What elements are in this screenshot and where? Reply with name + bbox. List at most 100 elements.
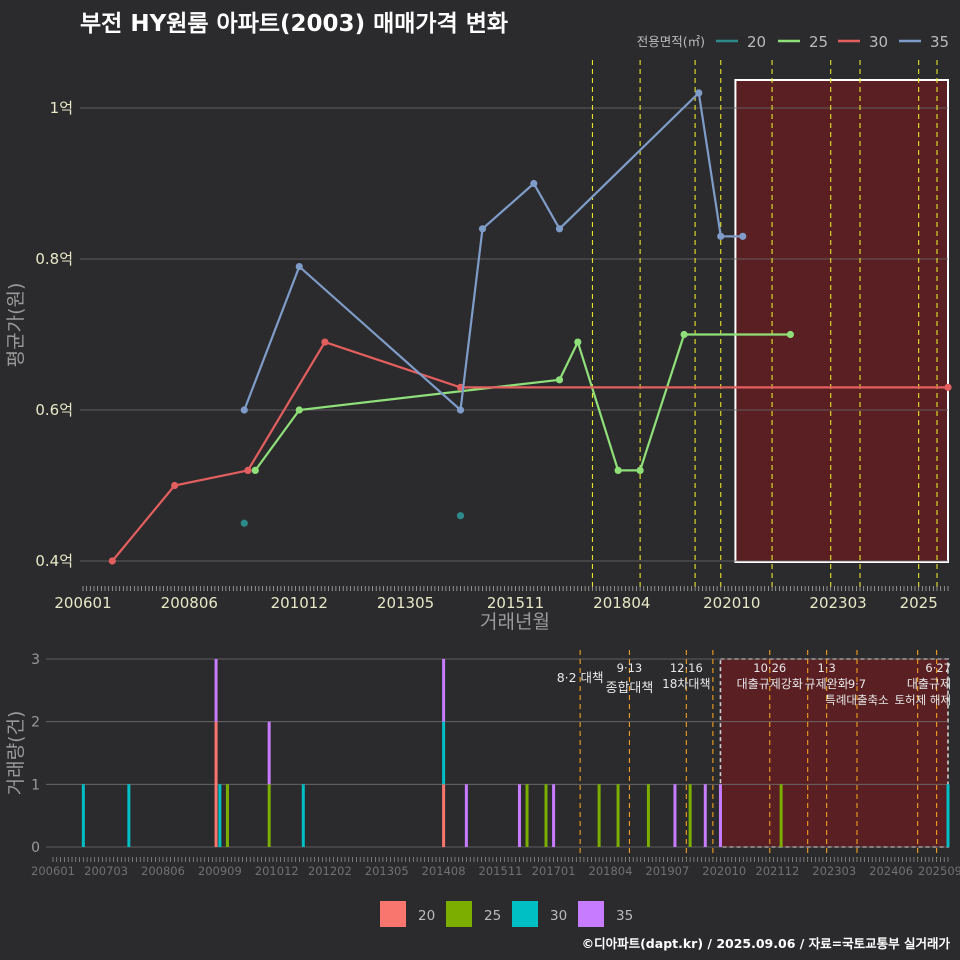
data-point-30 [321,338,329,346]
y-tick-label-bottom: 1 [31,777,40,793]
legend-label-35: 35 [930,33,949,51]
data-point-35 [530,179,538,188]
legend-label-bottom-20: 20 [418,908,435,924]
x-tick-label-bottom: 201804 [589,864,633,878]
bar-30 [946,784,950,847]
data-point-25 [574,338,582,346]
data-point-25 [295,406,303,414]
x-tick-label-top: 202010 [703,594,760,612]
data-point-25 [251,466,259,474]
data-point-30 [171,481,179,490]
x-tick-label-bottom: 200703 [84,864,128,878]
x-tick-label-bottom: 201202 [308,864,352,878]
x-tick-label-bottom: 200601 [31,864,75,878]
bar-30 [442,721,446,785]
bar-35 [552,784,556,847]
data-point-30 [108,557,116,565]
legend-top: 전용면적(㎡) 20 25 30 35 [637,33,949,51]
data-point-25 [786,330,794,339]
data-point-20 [456,512,465,520]
bar-35 [214,659,218,722]
data-point-35 [295,262,303,271]
bar-35 [442,659,446,722]
data-point-35 [695,89,703,97]
series-line-30 [111,340,948,562]
legend-label-bottom-35: 35 [616,908,633,924]
y-tick-label-top: 1억 [50,99,73,117]
bar-25 [544,784,548,847]
bar-20 [442,784,446,847]
data-point-25 [680,330,688,339]
data-point-35 [240,406,248,414]
data-point-35 [555,225,564,233]
x-tick-label-bottom: 202303 [812,864,856,878]
policy-label: 8·2 대책 [557,670,604,685]
x-tick-label-bottom: 201907 [645,864,689,878]
policy-label: 규제완화 [805,677,849,691]
bar-35 [464,784,468,847]
bar-25 [225,784,229,847]
data-point-35 [456,406,465,414]
bar-25 [646,784,650,847]
x-tick-label-bottom: 201701 [532,864,576,878]
x-tick-label-top: 2025 [900,594,938,612]
x-tick-label-bottom: 200806 [141,864,185,878]
data-point-35 [739,232,747,240]
x-tick-label-bottom: 202112 [755,864,799,878]
bar-25 [597,784,601,847]
data-point-25 [636,466,644,474]
x-tick-label-top: 201804 [593,594,650,612]
y-tick-label-bottom: 3 [31,652,40,668]
x-tick-label-bottom: 202509 [918,864,960,878]
highlight-range-top [734,79,950,563]
x-axis-title: 거래년월 [480,611,550,633]
legend-title: 전용면적(㎡) [637,34,705,49]
legend-label-bottom-30: 30 [550,908,567,924]
bar-25 [616,784,620,847]
y-axis-title-top: 평균가(원) [5,283,27,368]
data-point-25 [555,376,564,384]
y-tick-label-top: 0.4억 [35,552,73,570]
bar-30 [81,784,85,847]
credit-text: ©디아파트(dapt.kr) / 2025.09.06 / 자료=국토교통부 실… [581,936,950,951]
x-tick-label-top: 201012 [271,594,328,612]
data-point-25 [614,466,622,474]
policy-label: 12·16 [670,661,703,675]
legend-swatch-30 [512,901,538,927]
data-point-30 [244,466,252,474]
bar-35 [517,784,521,847]
data-point-20 [240,519,248,527]
policy-label: 종합대책 [606,681,654,696]
legend-bottom: 20 25 30 35 [380,901,633,927]
legend-label-30: 30 [869,33,888,51]
legend-label-bottom-25: 25 [484,908,501,924]
policy-label: 18차대책 [662,676,710,691]
bar-20 [214,721,218,847]
x-tick-label-top: 201511 [487,594,544,612]
bar-30 [218,784,222,847]
legend-label-25: 25 [809,33,828,51]
policy-label: 대출규제 [907,677,951,691]
legend-swatch-25 [446,901,472,927]
policy-label: 9·7 [848,677,866,691]
x-tick-label-bottom: 201012 [255,864,299,878]
policy-label: 대출규제강화 [737,677,803,691]
policy-label: 토허제 해제 [894,693,951,707]
bar-35 [718,784,722,847]
x-tick-label-bottom: 202406 [869,864,913,878]
x-tick-label-bottom: 201408 [422,864,466,878]
bar-25 [525,784,529,847]
legend-swatch-20 [380,901,406,927]
bar-35 [267,721,271,785]
policy-label: 6·27 [925,661,951,675]
policy-label: 1·3 [817,661,835,675]
x-tick-label-top: 200601 [54,594,111,612]
y-tick-label-top: 0.6억 [35,401,73,419]
policy-label: 9·13 [617,661,643,675]
bar-35 [673,784,677,847]
bar-25 [779,784,783,847]
bar-30 [301,784,305,847]
chart-title: 부전 HY원룸 아파트(2003) 매매가격 변화 [80,11,509,37]
